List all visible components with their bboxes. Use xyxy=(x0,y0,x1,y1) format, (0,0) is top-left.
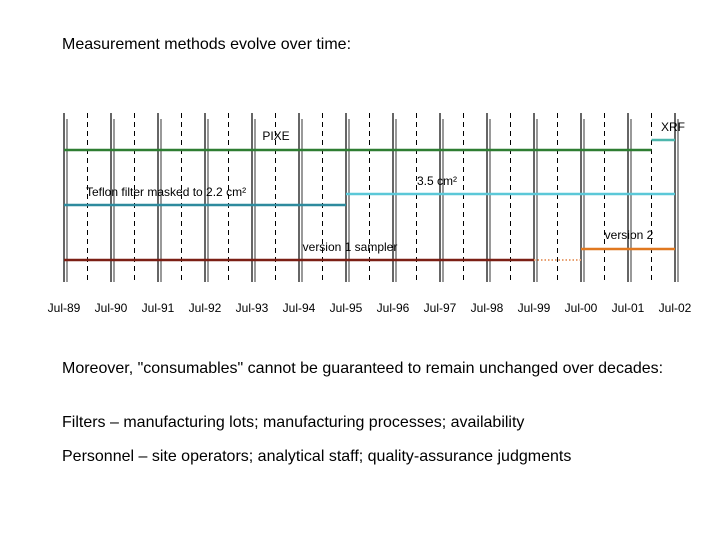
x-tick-label: Jul-98 xyxy=(471,301,504,315)
x-tick-label: Jul-93 xyxy=(236,301,269,315)
segment-label: version 2 xyxy=(605,228,654,242)
x-tick-label: Jul-99 xyxy=(518,301,551,315)
x-tick-label: Jul-91 xyxy=(142,301,175,315)
consumables-paragraph: Moreover, "consumables" cannot be guaran… xyxy=(62,360,664,377)
segment-label: Teflon filter masked to 2.2 cm² xyxy=(86,185,246,199)
x-tick-labels: Jul-89 Jul-90 Jul-91 Jul-92 Jul-93 Jul-94 Jul-… xyxy=(48,301,692,315)
x-tick-label: Jul-02 xyxy=(659,301,692,315)
x-tick-label: Jul-90 xyxy=(95,301,128,315)
timeline-chart: PIXE XRF Teflon filter masked to 2.2 cm² 3.… xyxy=(48,113,692,315)
timeline-segments xyxy=(64,138,675,262)
x-tick-label: Jul-97 xyxy=(424,301,457,315)
x-tick-label: Jul-01 xyxy=(612,301,645,315)
x-tick-label: Jul-95 xyxy=(330,301,363,315)
filters-line: Filters – manufacturing lots; manufactur… xyxy=(62,414,525,431)
segment-label: PIXE xyxy=(262,129,289,143)
gridlines xyxy=(63,113,679,282)
segment-label: version 1 sampler xyxy=(303,240,398,254)
segment-labels: PIXE XRF Teflon filter masked to 2.2 cm² 3.… xyxy=(86,120,685,254)
x-tick-label: Jul-92 xyxy=(189,301,222,315)
x-tick-label: Jul-89 xyxy=(48,301,81,315)
slide-title: Measurement methods evolve over time: xyxy=(62,36,352,53)
segment-label: 3.5 cm² xyxy=(417,174,457,188)
x-tick-label: Jul-00 xyxy=(565,301,598,315)
personnel-line: Personnel – site operators; analytical s… xyxy=(62,448,572,465)
x-tick-label: Jul-96 xyxy=(377,301,410,315)
segment-label: XRF xyxy=(661,120,685,134)
x-tick-label: Jul-94 xyxy=(283,301,316,315)
